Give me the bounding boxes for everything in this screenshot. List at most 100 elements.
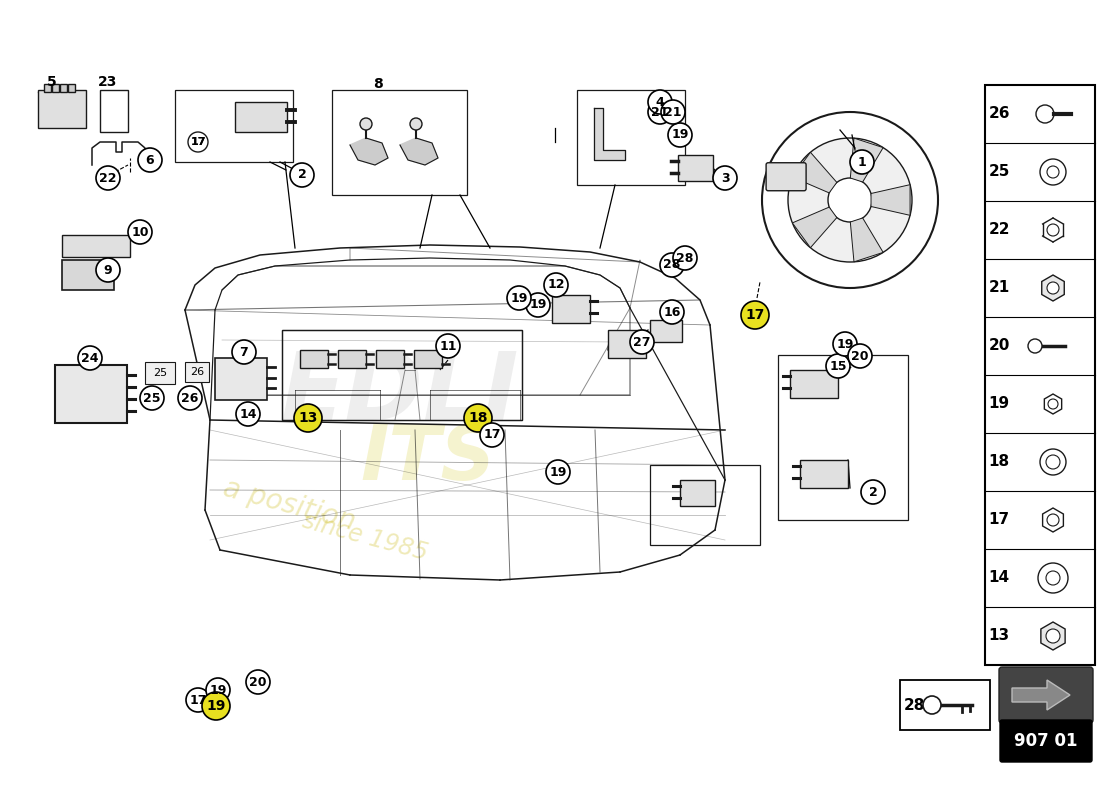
Circle shape xyxy=(828,178,872,222)
Circle shape xyxy=(850,150,875,174)
Text: 23: 23 xyxy=(98,75,118,89)
Text: 3: 3 xyxy=(720,171,729,185)
Text: 28: 28 xyxy=(663,258,681,271)
Circle shape xyxy=(1047,224,1059,236)
FancyBboxPatch shape xyxy=(790,370,838,398)
Text: 12: 12 xyxy=(548,278,564,291)
Text: 8: 8 xyxy=(373,77,383,91)
Text: 5: 5 xyxy=(47,75,57,89)
Text: 19: 19 xyxy=(836,338,854,350)
Text: 21: 21 xyxy=(989,281,1010,295)
Circle shape xyxy=(1047,514,1059,526)
Polygon shape xyxy=(850,138,883,182)
Text: 17: 17 xyxy=(190,137,206,147)
Polygon shape xyxy=(1044,394,1061,414)
Text: 10: 10 xyxy=(131,226,149,238)
Text: a position: a position xyxy=(220,474,359,536)
Text: 26: 26 xyxy=(182,391,199,405)
Text: 19: 19 xyxy=(209,683,227,697)
FancyBboxPatch shape xyxy=(800,460,848,488)
Circle shape xyxy=(861,480,886,504)
Circle shape xyxy=(1040,159,1066,185)
Circle shape xyxy=(202,692,230,720)
Circle shape xyxy=(1046,571,1060,585)
Text: 14: 14 xyxy=(989,570,1010,586)
Text: 26: 26 xyxy=(190,367,205,377)
Text: 19: 19 xyxy=(989,397,1010,411)
FancyBboxPatch shape xyxy=(44,84,51,92)
Text: 17: 17 xyxy=(746,308,764,322)
FancyBboxPatch shape xyxy=(338,350,366,368)
Text: 13: 13 xyxy=(298,411,318,425)
Text: 17: 17 xyxy=(190,137,206,147)
FancyBboxPatch shape xyxy=(414,350,442,368)
Circle shape xyxy=(410,118,422,130)
Text: 19: 19 xyxy=(529,298,547,311)
Circle shape xyxy=(741,301,769,329)
Text: ITS: ITS xyxy=(360,422,495,496)
Text: 16: 16 xyxy=(663,306,681,318)
Circle shape xyxy=(232,340,256,364)
Text: 19: 19 xyxy=(510,291,528,305)
Circle shape xyxy=(923,696,940,714)
FancyBboxPatch shape xyxy=(678,155,713,181)
FancyBboxPatch shape xyxy=(552,295,590,323)
Text: 20: 20 xyxy=(988,338,1010,354)
FancyBboxPatch shape xyxy=(608,330,646,358)
Circle shape xyxy=(1046,455,1060,469)
Circle shape xyxy=(290,163,314,187)
Text: since 1985: since 1985 xyxy=(300,509,431,565)
Circle shape xyxy=(544,273,568,297)
Circle shape xyxy=(1047,282,1059,294)
FancyBboxPatch shape xyxy=(55,365,126,423)
Circle shape xyxy=(1046,629,1060,643)
Circle shape xyxy=(188,132,208,152)
FancyBboxPatch shape xyxy=(62,235,130,257)
Text: 20: 20 xyxy=(250,675,266,689)
FancyBboxPatch shape xyxy=(60,84,67,92)
FancyBboxPatch shape xyxy=(650,320,682,342)
Text: 28: 28 xyxy=(903,698,925,713)
Polygon shape xyxy=(792,152,837,193)
Text: 15: 15 xyxy=(829,359,847,373)
Circle shape xyxy=(360,118,372,130)
FancyBboxPatch shape xyxy=(62,260,114,290)
FancyBboxPatch shape xyxy=(766,162,806,190)
Polygon shape xyxy=(871,185,910,215)
Text: 19: 19 xyxy=(549,466,566,478)
Polygon shape xyxy=(850,218,883,262)
Polygon shape xyxy=(400,138,438,165)
FancyBboxPatch shape xyxy=(999,667,1093,723)
Text: 25: 25 xyxy=(988,165,1010,179)
FancyBboxPatch shape xyxy=(68,84,75,92)
Circle shape xyxy=(480,423,504,447)
Circle shape xyxy=(762,112,938,288)
Text: 27: 27 xyxy=(634,335,651,349)
Circle shape xyxy=(96,166,120,190)
Circle shape xyxy=(1036,105,1054,123)
Circle shape xyxy=(668,123,692,147)
Circle shape xyxy=(1048,399,1058,409)
Text: 4: 4 xyxy=(656,95,664,109)
Circle shape xyxy=(833,332,857,356)
Circle shape xyxy=(526,293,550,317)
Circle shape xyxy=(294,404,322,432)
Text: 17: 17 xyxy=(989,513,1010,527)
Circle shape xyxy=(673,246,697,270)
Circle shape xyxy=(436,334,460,358)
Circle shape xyxy=(660,300,684,324)
FancyBboxPatch shape xyxy=(185,362,209,382)
Circle shape xyxy=(464,404,492,432)
Circle shape xyxy=(826,354,850,378)
FancyBboxPatch shape xyxy=(214,358,267,400)
FancyBboxPatch shape xyxy=(52,84,59,92)
FancyBboxPatch shape xyxy=(376,350,404,368)
Polygon shape xyxy=(1012,680,1070,710)
Text: 21: 21 xyxy=(664,106,682,118)
Circle shape xyxy=(788,138,912,262)
Text: 17: 17 xyxy=(189,694,207,706)
Circle shape xyxy=(140,386,164,410)
FancyBboxPatch shape xyxy=(100,90,128,132)
Text: 24: 24 xyxy=(81,351,99,365)
Text: 13: 13 xyxy=(989,629,1010,643)
